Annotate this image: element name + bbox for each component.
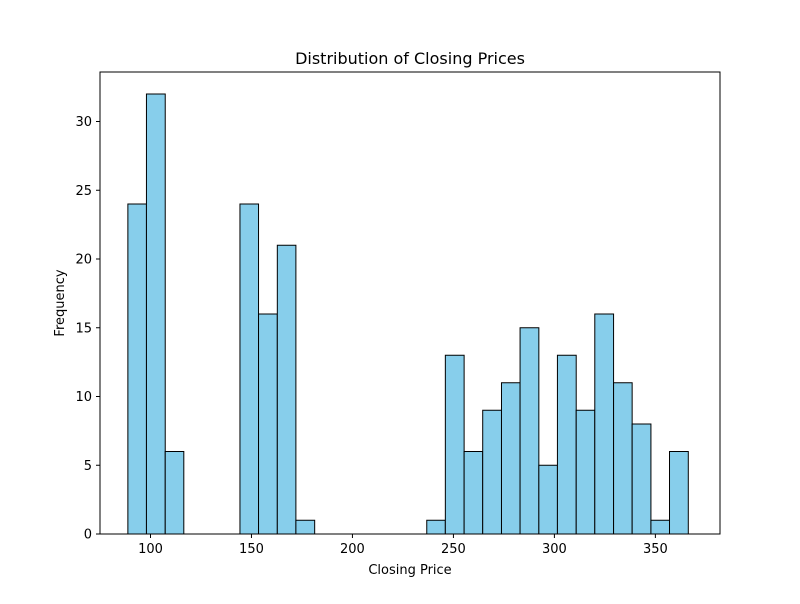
y-tick-label: 5 <box>84 459 92 474</box>
histogram-bar <box>239 203 260 535</box>
y-tick-label: 10 <box>75 390 92 405</box>
y-tick-label: 30 <box>75 115 92 130</box>
chart-title: Distribution of Closing Prices <box>295 49 525 68</box>
histogram-bar <box>426 519 446 535</box>
histogram-bar <box>669 451 689 535</box>
y-tick-label: 15 <box>75 321 92 336</box>
histogram-bar <box>631 423 652 535</box>
x-axis-ticks: 100 150 200 250 300 350 <box>138 534 668 557</box>
histogram-bar <box>444 354 465 535</box>
histogram-bar <box>164 451 185 535</box>
histogram-bars <box>127 93 689 535</box>
plot-frame <box>99 71 721 535</box>
histogram-bar <box>538 464 558 535</box>
histogram-bar <box>519 327 540 535</box>
y-tick-label: 20 <box>75 253 92 268</box>
histogram-bar <box>650 519 671 535</box>
x-axis-label: Closing Price <box>368 563 451 578</box>
histogram-bar <box>613 382 633 535</box>
histogram-bar <box>500 382 521 535</box>
x-tick-label: 250 <box>441 542 466 557</box>
x-tick-label: 200 <box>340 542 365 557</box>
x-tick-label: 150 <box>239 542 264 557</box>
histogram-bar <box>295 519 316 535</box>
histogram-bar <box>463 451 484 535</box>
histogram-bar <box>127 203 147 535</box>
histogram-bar <box>145 93 166 535</box>
histogram-bar <box>276 244 297 535</box>
histogram-bar <box>594 313 615 535</box>
x-tick-label: 300 <box>542 542 567 557</box>
y-axis-label: Frequency <box>53 269 68 336</box>
y-axis-ticks: 0 5 10 15 20 25 30 <box>75 115 100 543</box>
histogram-bar <box>258 313 278 535</box>
x-tick-label: 100 <box>138 542 163 557</box>
y-tick-label: 0 <box>84 528 92 543</box>
histogram-bar <box>575 409 596 535</box>
x-tick-label: 350 <box>643 542 668 557</box>
y-tick-label: 25 <box>75 184 92 199</box>
histogram-bar <box>482 409 502 535</box>
histogram-bar <box>556 354 577 535</box>
